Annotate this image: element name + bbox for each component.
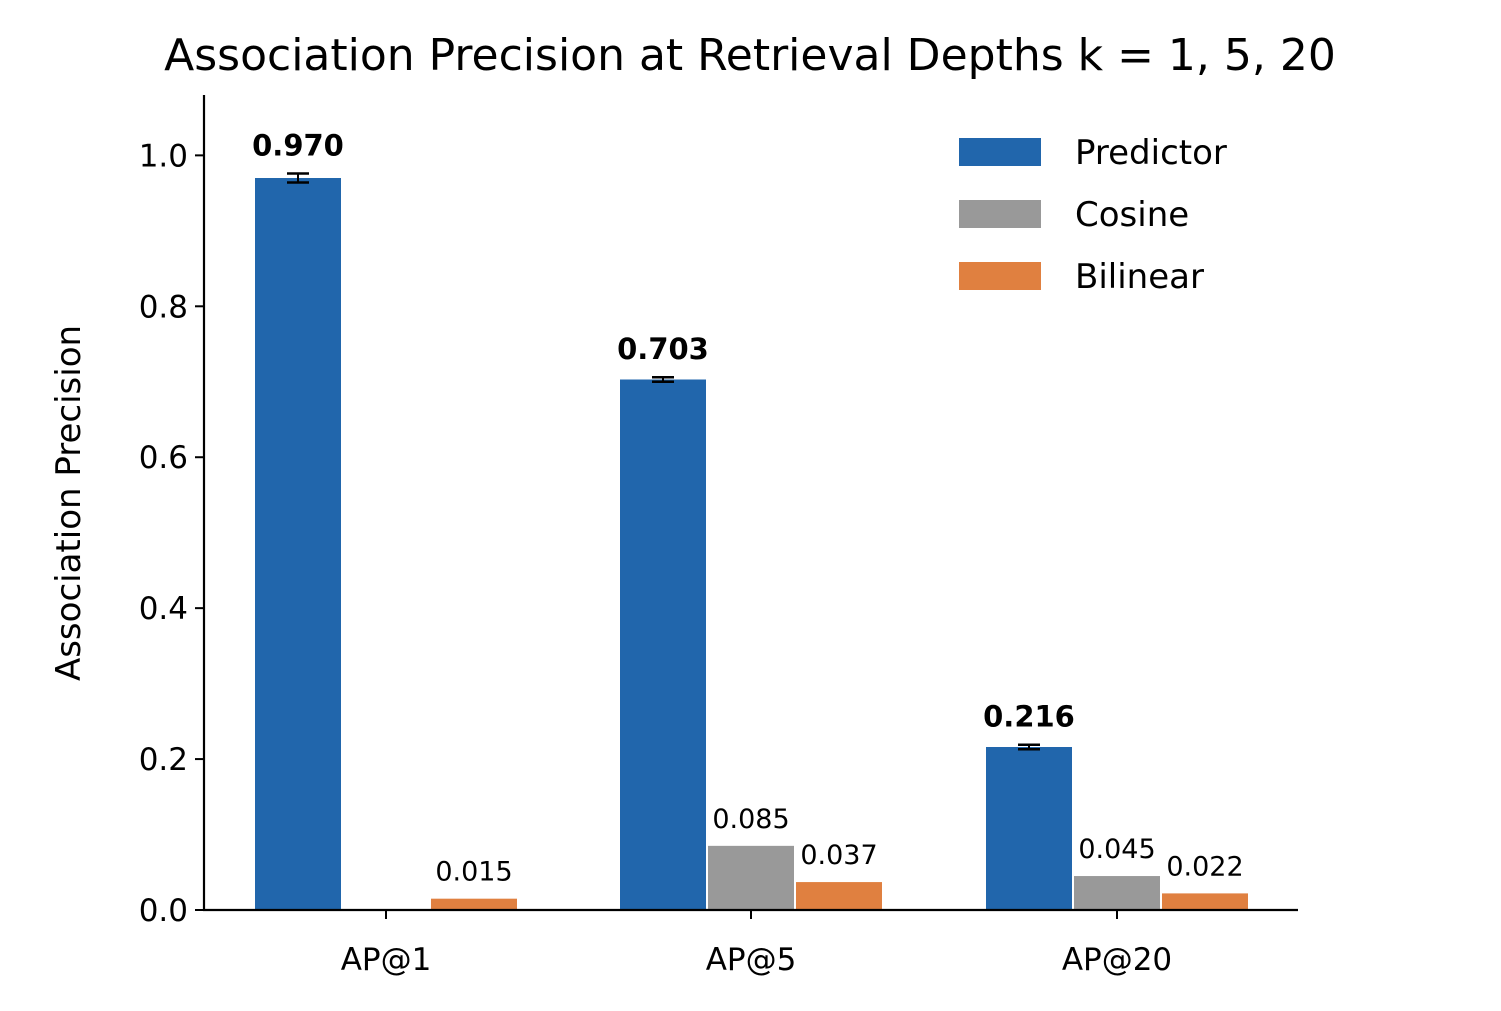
legend-swatch-cosine [959,200,1041,228]
data-label: 0.022 [1166,851,1243,882]
bars-layer: 0.970 0.015 0.703 0.085 0.037 0.216 0.045 0.022 [252,128,1248,910]
bar-bilinear-ap1 [431,898,517,910]
y-tick-label: 0.8 [139,289,188,325]
data-label: 0.045 [1078,834,1155,865]
data-label: 0.015 [435,857,512,888]
data-label: 0.703 [617,332,709,366]
y-axis-title: Association Precision [49,325,89,681]
legend-label-predictor: Predictor [1075,133,1227,173]
bar-cosine-ap20 [1074,876,1160,910]
axes-layer: 0.0 0.2 0.4 0.6 0.8 1.0 AP@1 AP@5 AP@20 [139,95,1298,978]
y-tick-label: 0.2 [139,742,188,778]
bar-bilinear-ap20 [1162,893,1248,910]
x-tick-label: AP@20 [1062,942,1172,978]
x-tick-label: AP@1 [341,942,432,978]
data-label: 0.085 [712,804,789,835]
bar-predictor-ap1 [255,178,341,910]
y-tick-label: 0.0 [139,893,188,929]
legend-label-cosine: Cosine [1075,195,1189,235]
legend-label-bilinear: Bilinear [1075,257,1204,297]
y-tick-label: 1.0 [139,138,188,174]
data-label: 0.216 [983,700,1075,734]
bar-bilinear-ap5 [796,882,882,910]
legend-swatch-bilinear [959,262,1041,290]
legend-swatch-predictor [959,138,1041,166]
data-label: 0.037 [800,840,877,871]
legend: Predictor Cosine Bilinear [959,133,1227,297]
y-tick-label: 0.4 [139,591,188,627]
bar-predictor-ap20 [986,747,1072,910]
y-tick-label: 0.6 [139,440,188,476]
data-label: 0.970 [252,128,344,162]
bar-predictor-ap5 [620,379,706,910]
x-tick-label: AP@5 [706,942,797,978]
chart-title: Association Precision at Retrieval Depth… [164,30,1336,81]
bar-cosine-ap5 [708,845,794,910]
